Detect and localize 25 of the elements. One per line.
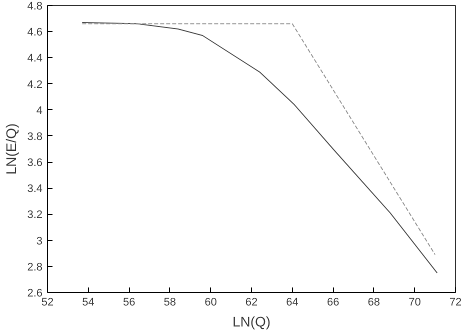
x-tick-label: 52 [41, 296, 54, 308]
y-tick-label: 4.6 [27, 26, 43, 39]
y-tick-label: 4.4 [27, 52, 43, 65]
y-tick-label: 3.8 [27, 130, 43, 143]
x-tick-label: 68 [368, 296, 380, 308]
y-tick-label: 3.4 [27, 183, 43, 196]
x-axis-title: LN(Q) [232, 314, 271, 330]
y-tick-label: 4.2 [27, 78, 43, 91]
y-tick-label: 3.2 [27, 209, 43, 222]
y-tick-label: 3.6 [27, 157, 43, 170]
y-tick-label: 3 [36, 235, 43, 248]
y-tick-label: 4.8 [27, 0, 43, 12]
x-tick-label: 62 [245, 296, 258, 308]
x-tick-label: 72 [449, 296, 462, 308]
y-axis-title: LN(E/Q) [3, 123, 20, 175]
y-tick-label: 4 [36, 104, 43, 117]
x-tick-label: 70 [408, 296, 421, 308]
x-tick-label: 60 [204, 296, 217, 308]
x-tick-label: 66 [326, 296, 340, 308]
x-tick-label: 58 [164, 296, 176, 308]
y-tick-label: 2.6 [27, 288, 43, 300]
x-tick-label: 56 [122, 296, 136, 308]
x-tick-label: 54 [82, 296, 94, 308]
x-tick-label: 64 [286, 296, 298, 308]
y-tick-label: 2.8 [27, 261, 43, 274]
